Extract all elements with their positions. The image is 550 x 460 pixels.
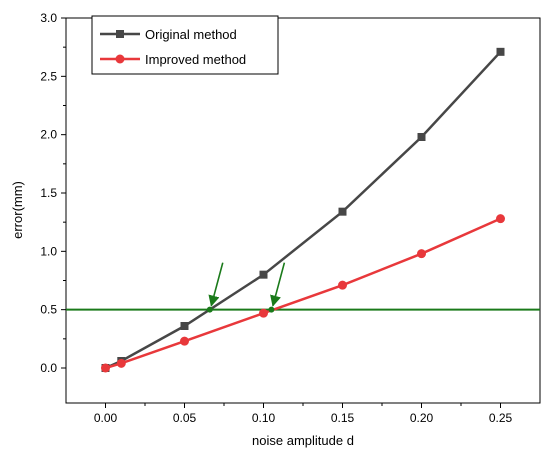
x-tick-label: 0.00 xyxy=(94,411,118,425)
data-point xyxy=(338,207,347,216)
x-axis-title: noise amplitude d xyxy=(252,433,354,448)
plot-border xyxy=(65,17,541,404)
series-layer xyxy=(101,47,505,373)
data-point xyxy=(180,336,189,346)
data-point xyxy=(101,363,110,373)
legend-label: Original method xyxy=(145,27,237,42)
data-point xyxy=(417,133,426,141)
data-point xyxy=(259,308,268,318)
y-axis-title: error(mm) xyxy=(10,181,25,239)
legend-box xyxy=(91,15,279,75)
y-tick-label: 0.0 xyxy=(40,361,57,375)
x-tick-label: 0.05 xyxy=(173,411,197,425)
y-tick-label: 2.5 xyxy=(40,69,57,83)
annotation-arrow xyxy=(270,262,286,307)
data-point xyxy=(338,280,347,290)
data-point xyxy=(116,358,126,368)
data-point xyxy=(417,249,426,259)
x-tick-label: 0.10 xyxy=(252,411,276,425)
x-tick-label: 0.20 xyxy=(410,411,434,425)
y-tick-label: 1.5 xyxy=(40,186,57,200)
data-point xyxy=(259,270,268,279)
legend-label: Improved method xyxy=(145,52,246,67)
legend-marker xyxy=(115,54,125,64)
intersection-point xyxy=(268,306,275,313)
legend-marker xyxy=(116,30,124,38)
intersection-point xyxy=(206,306,213,313)
annotation-arrow xyxy=(208,262,224,307)
plot-frame xyxy=(65,17,541,404)
axis-layer: 0.00 0.05 0.10 0.15 0.20 0.25 0.0 0.5 1.0 1.5 2.0 2… xyxy=(40,11,512,425)
series-line xyxy=(105,217,502,370)
series-2 xyxy=(101,214,505,373)
x-tick-label: 0.15 xyxy=(331,411,355,425)
y-tick-label: 1.0 xyxy=(40,244,57,258)
y-tick-label: 0.5 xyxy=(40,303,57,317)
data-point xyxy=(496,214,505,224)
x-tick-label: 0.25 xyxy=(489,411,513,425)
annotation-layer xyxy=(206,262,286,313)
y-tick-label: 2.0 xyxy=(40,128,57,142)
legend: Original method Improved method xyxy=(91,15,279,75)
y-tick-label: 3.0 xyxy=(40,11,57,25)
data-point xyxy=(496,47,505,56)
series-line xyxy=(104,50,502,370)
data-point xyxy=(180,322,189,330)
series-1 xyxy=(101,47,505,372)
